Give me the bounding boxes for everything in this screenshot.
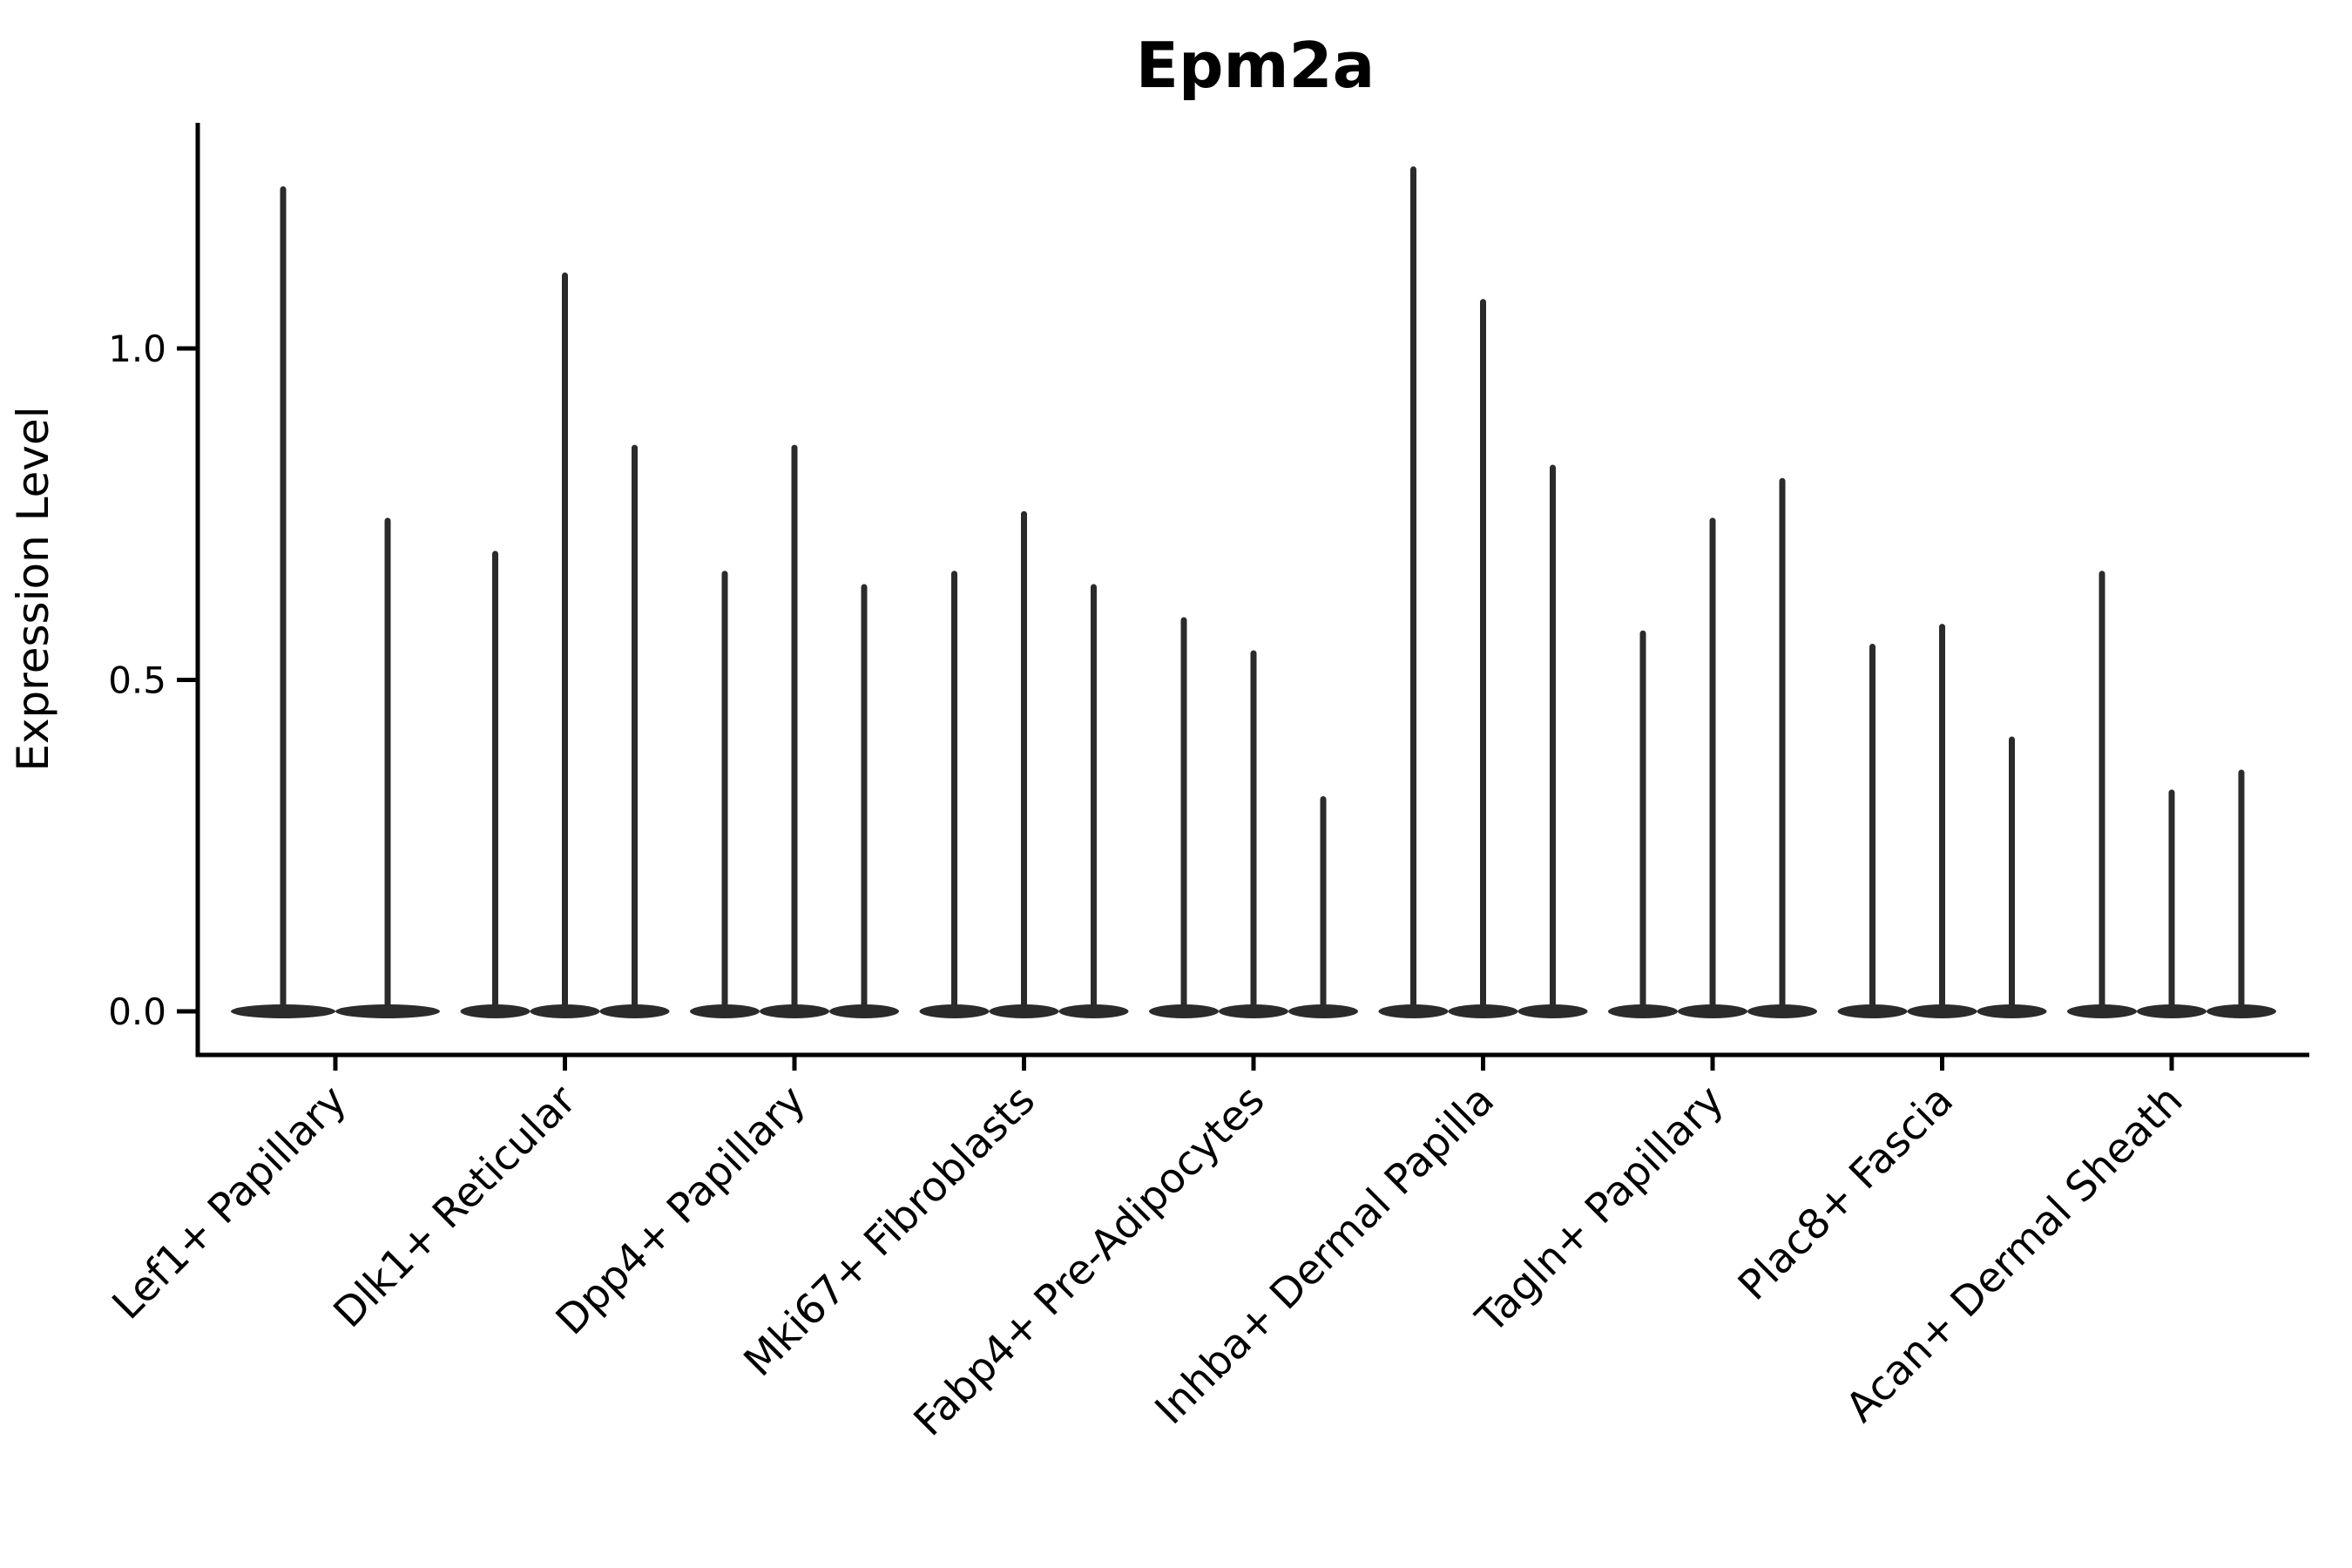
plot-title: Epm2a [1136,29,1375,102]
violin-group [460,272,670,1018]
violin-group [1378,166,1588,1018]
violin-group [1837,624,2047,1018]
x-category-label: Tagln+ Papillary [1467,1077,1734,1343]
violin-group [231,186,440,1018]
violin-group [690,444,899,1018]
x-category-label: Dlk1+ Reticular [325,1076,586,1337]
violin-group [919,510,1129,1018]
x-category-label: Dpp4+ Papillary [547,1077,815,1345]
violin-group [2067,571,2276,1018]
x-category-label: Lef1+ Papillary [104,1077,356,1329]
y-tick-label: 0.0 [108,990,166,1033]
y-axis-label: Expression Level [8,406,58,771]
y-tick-label: 1.0 [108,328,166,370]
violin-group [1608,477,1817,1018]
violin-group [1149,617,1358,1018]
violin-layer [231,166,2276,1018]
x-category-label: Plac8+ Fascia [1729,1077,1963,1310]
axes-layer [177,123,2309,1071]
y-tick-label: 0.5 [108,659,166,702]
